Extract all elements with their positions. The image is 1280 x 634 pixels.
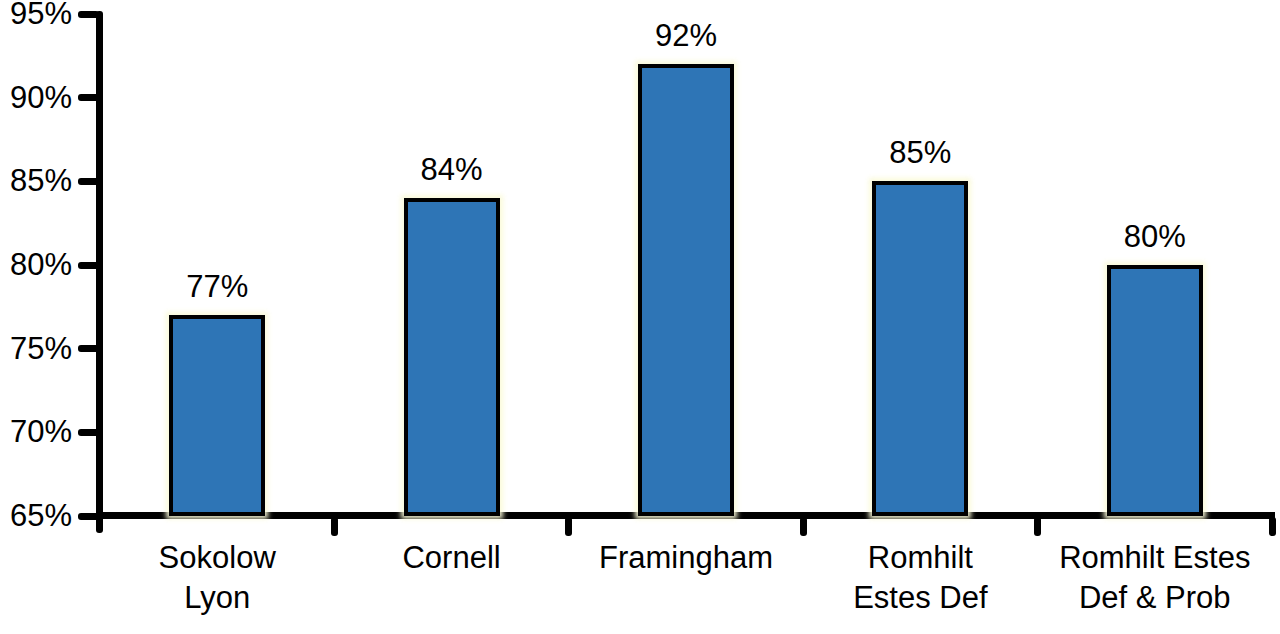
y-axis-line	[96, 11, 103, 533]
bar-romhilt-estes-def	[872, 181, 968, 516]
y-axis-tick	[78, 345, 99, 352]
y-axis-tick-label: 65%	[0, 497, 72, 535]
x-axis-tick	[800, 517, 807, 536]
bar-cornell	[404, 198, 500, 516]
y-axis-tick-label: 70%	[0, 413, 72, 451]
y-axis-tick	[78, 262, 99, 269]
y-axis-tick	[78, 429, 99, 436]
y-axis-tick-label: 75%	[0, 330, 72, 368]
y-axis-tick	[78, 11, 99, 18]
bar-chart-figure: 65% 70% 75% 80% 85% 90% 95% 77% Sokolow Lyon 84% C…	[0, 0, 1280, 634]
y-axis-tick-label: 80%	[0, 246, 72, 284]
bar-framingham	[638, 64, 734, 516]
x-category-label-romhilt-estes-def-prob: Romhilt Estes Def & Prob	[1038, 538, 1272, 618]
y-axis-tick	[78, 178, 99, 185]
y-axis-tick-label: 85%	[0, 162, 72, 200]
y-axis-tick-label: 90%	[0, 79, 72, 117]
bar-sokolow-lyon	[169, 315, 265, 516]
x-axis-tick	[1034, 517, 1041, 536]
x-category-label-framingham: Framingham	[569, 538, 803, 578]
x-category-label-romhilt-estes-def: Romhilt Estes Def	[803, 538, 1037, 618]
x-axis-tick	[331, 517, 338, 536]
bar-value-label-sokolow-lyon: 77%	[117, 268, 317, 306]
bar-value-label-romhilt-estes-def-prob: 80%	[1055, 218, 1255, 256]
bar-value-label-framingham: 92%	[586, 17, 786, 55]
y-axis-tick-label: 95%	[0, 0, 72, 33]
x-category-label-sokolow-lyon: Sokolow Lyon	[100, 538, 334, 618]
y-axis-tick	[78, 513, 99, 520]
bar-romhilt-estes-def-prob	[1107, 265, 1203, 516]
x-category-label-cornell: Cornell	[334, 538, 568, 578]
x-axis-tick	[565, 517, 572, 536]
bar-value-label-romhilt-estes-def: 85%	[820, 134, 1020, 172]
y-axis-tick	[78, 94, 99, 101]
x-axis-tick	[1269, 517, 1276, 536]
bar-value-label-cornell: 84%	[352, 151, 552, 189]
